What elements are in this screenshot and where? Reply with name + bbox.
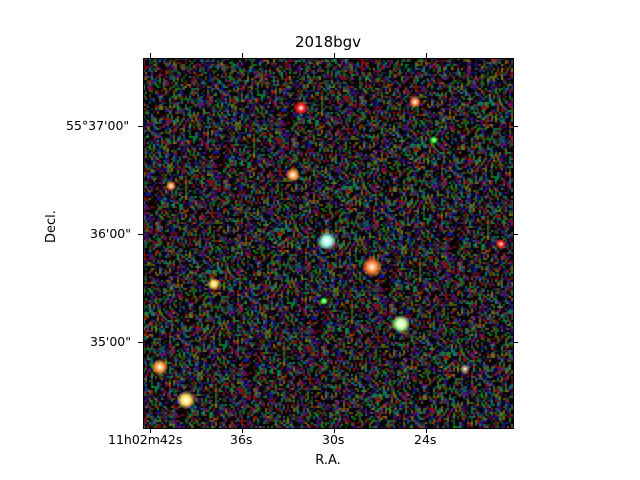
green-pixel-center bbox=[320, 297, 328, 305]
faint-star-bottom-right bbox=[460, 364, 470, 374]
orange-star-left bbox=[166, 181, 176, 191]
x-tick-label: 36s bbox=[230, 432, 253, 447]
orange-star-top-right bbox=[409, 96, 421, 108]
cyan-transient-center bbox=[318, 232, 336, 250]
x-tick-bottom bbox=[150, 428, 151, 433]
y-axis-label: Decl. bbox=[44, 210, 59, 243]
sky-image bbox=[143, 58, 513, 428]
y-tick-left bbox=[138, 342, 143, 343]
orange-star-lower-left bbox=[152, 359, 168, 375]
orange-galaxy-center-right bbox=[362, 257, 382, 277]
yellow-star-left-middle bbox=[208, 278, 220, 290]
x-tick-label: 11h02m42s bbox=[108, 432, 183, 447]
x-tick-bottom bbox=[426, 428, 427, 433]
x-tick-top bbox=[242, 53, 243, 58]
x-axis-label: R.A. bbox=[315, 453, 341, 468]
x-tick-top bbox=[334, 53, 335, 58]
x-tick-top bbox=[150, 53, 151, 58]
x-tick-top bbox=[426, 53, 427, 58]
yellow-star-bottom-left bbox=[177, 391, 195, 409]
red-star-top bbox=[294, 101, 308, 115]
red-star-right-edge bbox=[496, 239, 506, 249]
y-tick-right bbox=[513, 342, 518, 343]
x-tick-label: 30s bbox=[322, 432, 345, 447]
y-tick-right bbox=[513, 126, 518, 127]
y-tick-label: 55°37'00" bbox=[66, 118, 130, 133]
y-tick-left bbox=[138, 234, 143, 235]
y-tick-label: 35'00" bbox=[90, 334, 131, 349]
y-tick-label: 36'00" bbox=[90, 226, 131, 241]
green-star-lower-right bbox=[392, 315, 410, 333]
x-tick-label: 24s bbox=[414, 432, 437, 447]
y-tick-right bbox=[513, 234, 518, 235]
green-pixel-upper-right bbox=[430, 136, 438, 144]
x-tick-bottom bbox=[242, 428, 243, 433]
y-tick-left bbox=[138, 126, 143, 127]
x-tick-bottom bbox=[334, 428, 335, 433]
yellow-star-upper-left bbox=[286, 168, 300, 182]
plot-title: 2018bgv bbox=[294, 33, 362, 51]
